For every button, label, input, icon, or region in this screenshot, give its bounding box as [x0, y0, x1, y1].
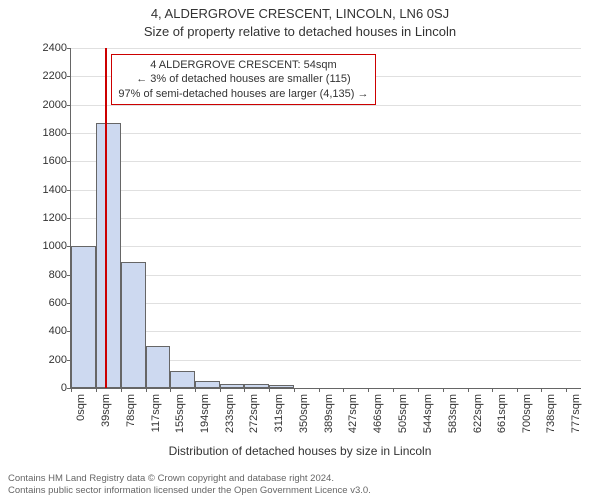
ytick-label: 600: [49, 297, 67, 309]
histogram-bar: [220, 384, 245, 388]
ytick-label: 0: [61, 382, 67, 394]
ytick-label: 2000: [43, 99, 67, 111]
xtick-mark: [443, 388, 444, 392]
xtick-label: 777sqm: [570, 394, 582, 433]
chart-area: 0200400600800100012001400160018002000220…: [70, 48, 581, 389]
ytick-mark: [67, 105, 71, 106]
xtick-mark: [269, 388, 270, 392]
gridline: [71, 48, 581, 49]
ytick-mark: [67, 218, 71, 219]
ytick-label: 1200: [43, 212, 67, 224]
attribution-line: Contains HM Land Registry data © Crown c…: [8, 473, 371, 484]
histogram-bar: [96, 123, 121, 388]
xtick-label: 78sqm: [125, 394, 137, 427]
callout-line: ← 3% of detached houses are smaller (115…: [118, 72, 368, 86]
xtick-mark: [541, 388, 542, 392]
xtick-label: 466sqm: [372, 394, 384, 433]
gridline: [71, 246, 581, 247]
ytick-label: 200: [49, 354, 67, 366]
xtick-mark: [121, 388, 122, 392]
x-axis-label: Distribution of detached houses by size …: [0, 444, 600, 458]
histogram-bar: [121, 262, 146, 388]
xtick-mark: [294, 388, 295, 392]
xtick-mark: [170, 388, 171, 392]
xtick-label: 661sqm: [496, 394, 508, 433]
ytick-label: 1800: [43, 127, 67, 139]
xtick-label: 311sqm: [273, 394, 285, 432]
ytick-label: 2400: [43, 42, 67, 54]
xtick-mark: [71, 388, 72, 392]
ytick-mark: [67, 161, 71, 162]
histogram-bar: [269, 385, 294, 388]
xtick-mark: [195, 388, 196, 392]
xtick-mark: [468, 388, 469, 392]
xtick-mark: [244, 388, 245, 392]
xtick-label: 583sqm: [447, 394, 459, 433]
xtick-mark: [96, 388, 97, 392]
gridline: [71, 190, 581, 191]
xtick-mark: [566, 388, 567, 392]
gridline: [71, 161, 581, 162]
xtick-label: 427sqm: [347, 394, 359, 433]
callout-line: 4 ALDERGROVE CRESCENT: 54sqm: [118, 58, 368, 72]
xtick-label: 194sqm: [199, 394, 211, 433]
page-title: 4, ALDERGROVE CRESCENT, LINCOLN, LN6 0SJ: [0, 6, 600, 21]
ytick-mark: [67, 76, 71, 77]
xtick-label: 39sqm: [100, 394, 112, 427]
ytick-label: 400: [49, 325, 67, 337]
xtick-label: 505sqm: [397, 394, 409, 433]
gridline: [71, 133, 581, 134]
xtick-mark: [492, 388, 493, 392]
ytick-label: 1600: [43, 155, 67, 167]
xtick-label: 233sqm: [224, 394, 236, 433]
xtick-label: 117sqm: [150, 394, 162, 432]
gridline: [71, 275, 581, 276]
xtick-label: 350sqm: [298, 394, 310, 433]
histogram-bar: [146, 346, 171, 389]
xtick-mark: [393, 388, 394, 392]
xtick-label: 0sqm: [75, 394, 87, 421]
histogram-bar: [195, 381, 220, 388]
attribution: Contains HM Land Registry data © Crown c…: [8, 473, 371, 496]
page-subtitle: Size of property relative to detached ho…: [0, 24, 600, 39]
attribution-line: Contains public sector information licen…: [8, 485, 371, 496]
xtick-mark: [517, 388, 518, 392]
gridline: [71, 303, 581, 304]
gridline: [71, 331, 581, 332]
xtick-mark: [418, 388, 419, 392]
histogram-bar: [170, 371, 195, 388]
reference-line: [105, 48, 107, 388]
ytick-label: 2200: [43, 70, 67, 82]
histogram-bar: [71, 246, 96, 388]
ytick-label: 800: [49, 269, 67, 281]
chart-container: 4, ALDERGROVE CRESCENT, LINCOLN, LN6 0SJ…: [0, 0, 600, 500]
xtick-label: 272sqm: [248, 394, 260, 433]
xtick-mark: [319, 388, 320, 392]
xtick-label: 622sqm: [472, 394, 484, 433]
callout-box: 4 ALDERGROVE CRESCENT: 54sqm← 3% of deta…: [111, 54, 375, 105]
ytick-mark: [67, 133, 71, 134]
xtick-label: 544sqm: [422, 394, 434, 433]
xtick-label: 155sqm: [174, 394, 186, 433]
xtick-mark: [146, 388, 147, 392]
xtick-mark: [368, 388, 369, 392]
xtick-label: 389sqm: [323, 394, 335, 433]
xtick-mark: [220, 388, 221, 392]
callout-line: 97% of semi-detached houses are larger (…: [118, 87, 368, 101]
xtick-mark: [343, 388, 344, 392]
ytick-mark: [67, 190, 71, 191]
gridline: [71, 218, 581, 219]
ytick-mark: [67, 48, 71, 49]
xtick-label: 700sqm: [521, 394, 533, 433]
ytick-label: 1400: [43, 184, 67, 196]
histogram-bar: [244, 384, 269, 388]
ytick-label: 1000: [43, 240, 67, 252]
xtick-label: 738sqm: [545, 394, 557, 433]
